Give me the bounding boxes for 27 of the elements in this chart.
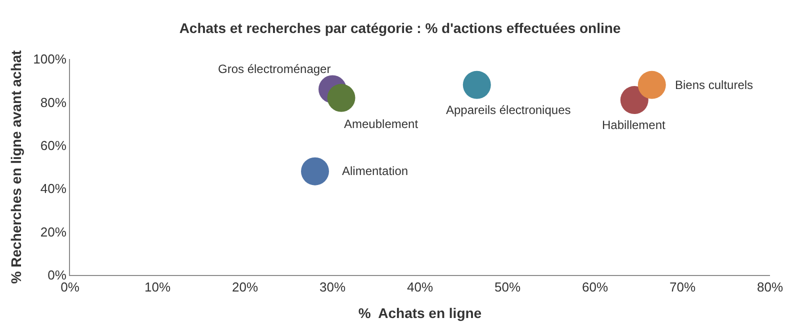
y-axis-title: % Recherches en ligne avant achat xyxy=(8,50,24,284)
y-tick-label: 60% xyxy=(40,138,67,153)
annotation: Gros électroménager xyxy=(218,62,331,76)
annotation: Ameublement xyxy=(344,117,419,131)
x-tick-label: 40% xyxy=(406,280,434,295)
annotation: Biens culturels xyxy=(675,78,754,92)
x-tick-label: 80% xyxy=(756,280,784,295)
y-tick-label: 80% xyxy=(40,94,67,110)
point xyxy=(638,70,666,99)
y-tick-label: 20% xyxy=(40,224,67,240)
x-tick-label: 30% xyxy=(319,280,346,295)
point xyxy=(620,86,648,114)
chart-title: Achats et recherches par catégorie : % d'actions effectuées online xyxy=(179,20,621,36)
x-tick-label: 50% xyxy=(494,280,521,295)
annotation: Habillement xyxy=(602,118,666,132)
y-tick-label: 100% xyxy=(33,52,67,67)
x-tick-label: 70% xyxy=(669,280,696,295)
y-tick-label: 40% xyxy=(40,181,67,196)
annotation: Alimentation xyxy=(342,164,408,178)
point xyxy=(462,70,491,99)
x-tick-label: 10% xyxy=(144,280,171,295)
point xyxy=(327,84,356,112)
point xyxy=(301,157,329,186)
x-tick-label: 60% xyxy=(582,280,608,295)
x-axis-title: % Achats en ligne xyxy=(358,304,482,321)
x-tick-label: 20% xyxy=(232,280,258,295)
annotation: Appareils électroniques xyxy=(446,103,571,117)
